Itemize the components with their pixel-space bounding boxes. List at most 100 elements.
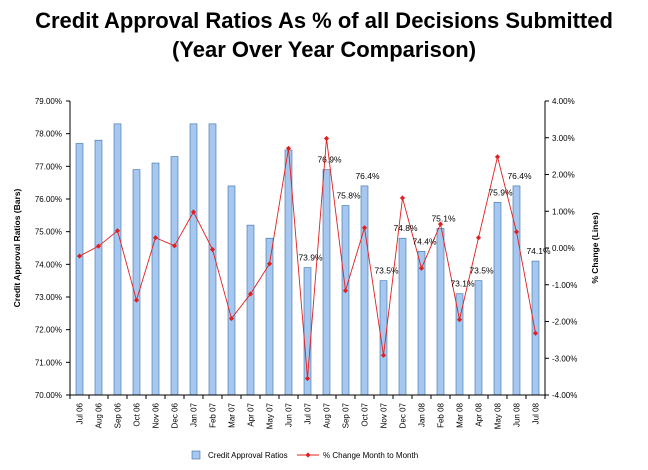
bar [132, 169, 141, 396]
right-axis-title: % Change (Lines) [590, 212, 600, 283]
x-tick-label: Mar 08 [456, 402, 465, 427]
line-point [380, 352, 387, 358]
right-tick-label: 3.00% [552, 134, 575, 143]
x-tick-label: Nov 06 [152, 402, 161, 428]
legend: Credit Approval Ratios % Change Month to … [191, 450, 418, 460]
line-point [95, 243, 102, 249]
left-tick-label: 78.00% [35, 130, 62, 139]
right-tick-label: 4.00% [552, 97, 575, 106]
x-tick-label: Nov 07 [380, 402, 389, 428]
line-point [247, 291, 254, 297]
line-point [76, 253, 83, 259]
x-tick-label: Feb 08 [437, 402, 446, 427]
line-point [266, 261, 273, 267]
left-tick-label: 75.00% [35, 228, 62, 237]
line-point [475, 235, 482, 241]
data-label: 75.1% [431, 213, 456, 223]
left-tick-label: 74.00% [35, 260, 62, 269]
bar [474, 280, 483, 396]
bar [417, 250, 426, 396]
line-point [304, 375, 311, 382]
x-tick-label: Jun 07 [285, 402, 294, 427]
data-label: 73.1% [450, 279, 475, 289]
x-tick-label: Jul 07 [304, 402, 313, 424]
line-point [190, 209, 197, 215]
bar [189, 123, 198, 396]
left-tick-label: 79.00% [35, 97, 62, 106]
left-tick-label: 72.00% [35, 326, 62, 335]
bar [94, 139, 103, 396]
legend-bar-label: Credit Approval Ratios [208, 451, 288, 460]
bar [113, 123, 122, 396]
x-tick-label: May 08 [494, 402, 503, 429]
left-tick-label: 77.00% [35, 162, 62, 171]
right-tick-label: -2.00% [552, 318, 577, 327]
bar [360, 185, 369, 396]
right-tick-label: 1.00% [552, 207, 575, 216]
bar [531, 260, 540, 396]
x-tick-label: Dec 07 [399, 402, 408, 428]
bar [341, 205, 350, 396]
x-tick-label: Jul 06 [76, 402, 85, 424]
line-point [513, 229, 520, 235]
line-point [532, 330, 539, 336]
left-tick-label: 73.00% [35, 293, 62, 302]
x-tick-label: Jan 08 [418, 402, 427, 427]
x-tick-label: Feb 07 [209, 402, 218, 427]
bar [398, 237, 407, 396]
data-label: 75.8% [336, 191, 361, 201]
x-tick-label: Sep 07 [342, 402, 351, 428]
data-label: 73.5% [469, 266, 494, 276]
data-labels: 73.9% 76.9% 75.8% 76.4% 73.5% 74.8% 74.4% 75.1%… [298, 155, 551, 289]
right-tick-label: -1.00% [552, 281, 577, 290]
bar [322, 169, 331, 396]
line-point [323, 135, 330, 142]
bar [284, 149, 293, 396]
line-point [133, 297, 140, 303]
line-point [228, 315, 235, 322]
line-point [399, 195, 406, 201]
chart-title-line2: (Year Over Year Comparison) [171, 37, 477, 62]
x-tick-label: Jan 07 [190, 402, 199, 427]
data-label: 74.4% [412, 236, 437, 246]
line-point [342, 288, 349, 294]
bar [227, 185, 236, 396]
data-label: 75.9% [488, 187, 513, 197]
x-tick-label: Jul 08 [532, 402, 541, 424]
line-point [437, 221, 444, 227]
data-label: 74.1% [526, 246, 551, 256]
left-axis-title: Credit Approval Ratios (Bars) [12, 188, 22, 307]
line-point [171, 243, 178, 249]
data-label: 76.4% [507, 171, 532, 181]
x-tick-label: Jun 08 [513, 402, 522, 427]
left-tick-label: 71.00% [35, 358, 62, 367]
x-tick-label: Apr 07 [247, 402, 256, 426]
left-tick-label: 70.00% [35, 391, 62, 400]
bar [246, 224, 255, 396]
line-point [152, 235, 159, 241]
x-tick-label: Aug 07 [323, 402, 332, 428]
x-tick-label: May 07 [266, 402, 275, 429]
x-tick-label: Apr 08 [475, 402, 484, 426]
data-label: 73.9% [298, 253, 323, 263]
x-tick-label: Oct 06 [133, 402, 142, 426]
line-point [209, 246, 216, 253]
bar [75, 143, 84, 396]
x-tick-label: Dec 06 [171, 402, 180, 428]
chart-title: Credit Approval Ratios As % of all Decis… [0, 6, 648, 64]
data-label: 76.9% [317, 155, 342, 165]
chart-title-line1: Credit Approval Ratios As % of all Decis… [35, 8, 613, 33]
bar [493, 201, 502, 396]
legend-line-label: % Change Month to Month [323, 451, 418, 460]
bar [151, 162, 160, 396]
line-point [456, 317, 463, 323]
x-tick-label: Aug 06 [95, 402, 104, 428]
line-point [361, 225, 368, 231]
line-point [285, 145, 292, 152]
line-point [494, 154, 501, 160]
right-tick-label: -3.00% [552, 354, 577, 363]
line-point [114, 228, 121, 234]
x-tick-label: Sep 06 [114, 402, 123, 428]
left-tick-label: 76.00% [35, 195, 62, 204]
